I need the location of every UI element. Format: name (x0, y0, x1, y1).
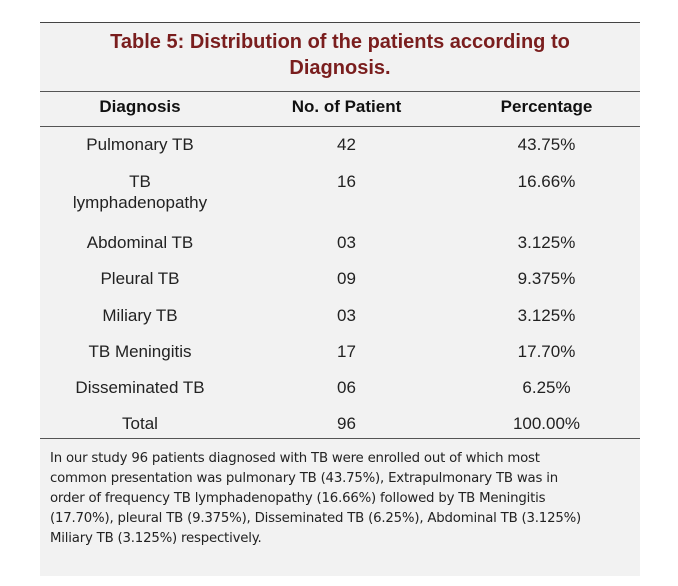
percentage-cell: 17.70% (517, 342, 576, 361)
count-cell: 42 (337, 135, 356, 154)
header-top-rule (40, 91, 640, 92)
count-cell: 09 (337, 269, 356, 288)
table-title-line-1: Table 5: Distribution of the patients ac… (110, 31, 570, 53)
column-header-count: No. of Patient (291, 97, 402, 116)
diagnosis-cell: Disseminated TB (75, 378, 205, 397)
percentage-cell: 43.75% (517, 135, 576, 154)
footnote-line: common presentation was pulmonary TB (43… (50, 471, 558, 486)
header-bottom-rule (40, 126, 640, 127)
column-header-percentage: Percentage (500, 97, 593, 116)
table-footnote: In our study 96 patients diagnosed with … (50, 449, 635, 549)
diagnosis-cell: TB Meningitis (88, 342, 192, 361)
diagnosis-cell: Miliary TB (102, 306, 178, 325)
percentage-cell: 3.125% (517, 233, 576, 252)
footnote-line: In our study 96 patients diagnosed with … (50, 451, 540, 466)
percentage-cell: 6.25% (522, 378, 571, 397)
percentage-cell: 16.66% (517, 172, 576, 191)
diagnosis-cell: Pulmonary TB (86, 135, 194, 154)
diagnosis-cell: Total (122, 414, 158, 433)
table-title-line-2: Diagnosis. (289, 57, 391, 79)
count-cell: 96 (337, 414, 356, 433)
count-cell: 03 (337, 233, 356, 252)
diagnosis-cell: Pleural TB (100, 269, 180, 288)
percentage-cell: 9.375% (517, 269, 576, 288)
percentage-cell: 100.00% (512, 414, 581, 433)
footnote-line: order of frequency TB lymphadenopathy (1… (50, 491, 546, 506)
footnote-line: (17.70%), pleural TB (9.375%), Dissemina… (50, 511, 582, 526)
diagnosis-cell: Abdominal TB (86, 233, 194, 252)
count-cell: 03 (337, 306, 356, 325)
percentage-cell: 3.125% (517, 306, 576, 325)
table-bottom-rule (40, 438, 640, 439)
table-title: Table 5: Distribution of the patients ac… (40, 29, 640, 81)
diagnosis-cell: TB lymphadenopathy (72, 172, 208, 212)
count-cell: 17 (337, 342, 356, 361)
footnote-line: Miliary TB (3.125%) respectively. (50, 531, 262, 546)
table-panel: Table 5: Distribution of the patients ac… (40, 22, 640, 576)
count-cell: 06 (337, 378, 356, 397)
column-header-diagnosis: Diagnosis (99, 97, 181, 116)
count-cell: 16 (337, 172, 356, 191)
